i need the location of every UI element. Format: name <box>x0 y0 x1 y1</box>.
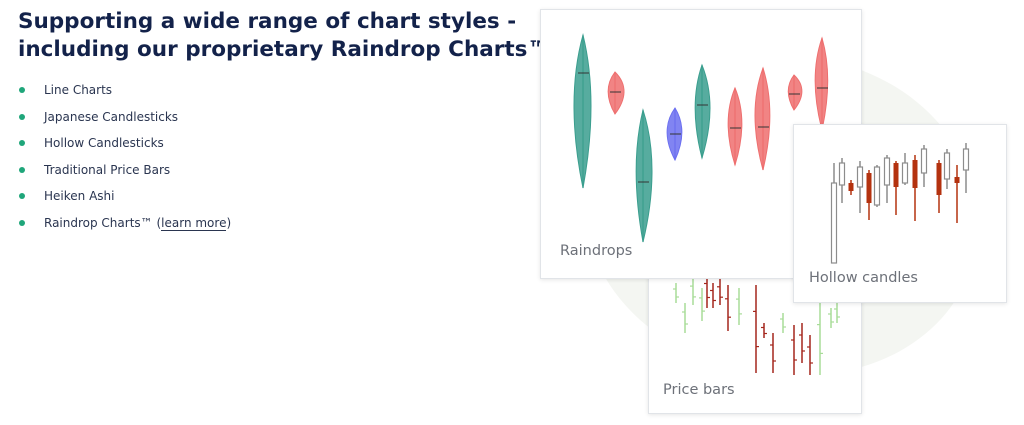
learn-more-link[interactable]: learn more <box>161 215 227 231</box>
price-bars-illustration <box>673 273 840 375</box>
hollow-candle-body <box>962 148 970 171</box>
headline-line-1: Supporting a wide range of chart styles … <box>18 9 517 34</box>
solid-candle-body <box>912 160 918 188</box>
hollow-candles-label: Hollow candles <box>809 270 918 286</box>
list-item-japanese-candlesticks: Japanese Candlesticks <box>18 107 231 134</box>
list-item-traditional-price-bars: Traditional Price Bars <box>18 160 231 187</box>
raindrops-label: Raindrops <box>560 243 633 259</box>
hollow-candle-body <box>873 166 881 206</box>
raindrop-mark <box>787 74 803 111</box>
list-item-line-charts: Line Charts <box>18 80 231 107</box>
solid-candle-body <box>893 163 899 187</box>
bullet-dot-icon <box>19 140 25 146</box>
hollow-candle-body <box>830 182 838 264</box>
headline-line-2: including our proprietary Raindrop Chart… <box>18 37 549 62</box>
bullet-dot-icon <box>19 113 25 120</box>
page-headline: Supporting a wide range of chart styles … <box>18 8 549 64</box>
list-item-hollow-candlesticks: Hollow Candlesticks <box>18 133 231 160</box>
hollow-candles-illustration <box>830 143 970 264</box>
hollow-candle-body <box>856 166 864 188</box>
raindrop-mark <box>635 108 653 243</box>
hollow-candles-card: Hollow candles <box>793 124 1007 303</box>
solid-candle-body <box>954 177 960 183</box>
list-item-heiken-ashi: Heiken Ashi <box>18 186 231 213</box>
price-bars-label: Price bars <box>663 382 735 398</box>
list-item-raindrop-charts: Raindrop Charts™ (learn more) <box>18 213 231 240</box>
bullet-dot-icon <box>19 219 25 226</box>
raindrop-mark <box>607 71 625 115</box>
hollow-candle-body <box>883 157 891 186</box>
chart-styles-list: Line Charts Japanese Candlesticks Hollow… <box>18 80 231 239</box>
solid-candle-body <box>936 163 942 195</box>
bullet-dot-icon <box>19 87 25 93</box>
solid-candle-body <box>848 183 854 191</box>
raindrops-illustration <box>573 33 829 243</box>
hollow-candle-body <box>901 162 909 184</box>
solid-candle-body <box>866 173 872 203</box>
bullet-dot-icon <box>19 193 25 199</box>
hollow-candle-body <box>838 162 846 186</box>
bullet-dot-icon <box>19 166 25 173</box>
hollow-candle-body <box>920 148 928 174</box>
hollow-candle-body <box>943 152 951 180</box>
